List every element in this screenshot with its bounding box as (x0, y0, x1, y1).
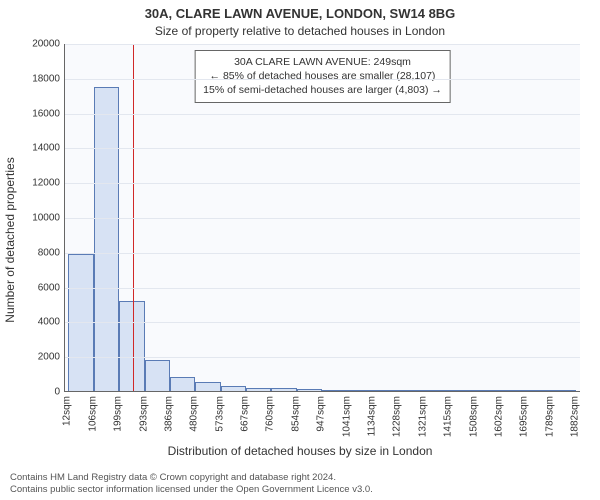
x-tick-label: 573sqm (214, 396, 225, 432)
x-tick-label: 760sqm (265, 396, 276, 432)
x-axis-label: Distribution of detached houses by size … (0, 444, 600, 458)
y-tick-label: 14000 (22, 143, 60, 154)
footer-text: Contains HM Land Registry data © Crown c… (10, 472, 373, 496)
chart-container: 30A, CLARE LAWN AVENUE, LONDON, SW14 8BG… (0, 0, 600, 500)
histogram-bar (348, 390, 373, 391)
y-axis-label: Number of detached properties (3, 157, 17, 322)
histogram-bar (221, 386, 247, 391)
y-tick-label: 6000 (22, 282, 60, 293)
y-tick-label: 20000 (22, 39, 60, 50)
histogram-bar (271, 388, 297, 391)
x-tick-label: 293sqm (138, 396, 149, 432)
histogram-bar (475, 390, 501, 391)
histogram-bar (94, 87, 119, 392)
x-tick-label: 1882sqm (570, 396, 581, 437)
x-tick-label: 106sqm (87, 396, 98, 432)
x-tick-label: 1508sqm (468, 396, 479, 437)
x-tick-label: 1321sqm (417, 396, 428, 437)
histogram-bar (500, 390, 525, 391)
x-tick-label: 1695sqm (519, 396, 530, 437)
histogram-bar (525, 390, 551, 391)
x-tick-label: 1789sqm (544, 396, 555, 437)
x-tick-label: 1602sqm (494, 396, 505, 437)
histogram-bar (322, 390, 348, 391)
x-tick-label: 667sqm (240, 396, 251, 432)
gridline (65, 148, 580, 149)
y-tick-label: 4000 (22, 317, 60, 328)
x-tick-label: 386sqm (163, 396, 174, 432)
gridline (65, 44, 580, 45)
page-subtitle: Size of property relative to detached ho… (0, 24, 600, 38)
annotation-line1: 30A CLARE LAWN AVENUE: 249sqm (203, 55, 442, 69)
footer-line2: Contains public sector information licen… (10, 484, 373, 496)
gridline (65, 322, 580, 323)
histogram-bar (398, 390, 423, 391)
gridline (65, 288, 580, 289)
plot-area: 30A CLARE LAWN AVENUE: 249sqm ← 85% of d… (64, 44, 580, 392)
gridline (65, 357, 580, 358)
histogram-bar (170, 377, 196, 391)
annotation-line3: 15% of semi-detached houses are larger (… (203, 83, 442, 97)
x-tick-label: 480sqm (189, 396, 200, 432)
page-title: 30A, CLARE LAWN AVENUE, LONDON, SW14 8BG (0, 6, 600, 21)
gridline (65, 114, 580, 115)
gridline (65, 253, 580, 254)
gridline (65, 183, 580, 184)
x-tick-label: 947sqm (316, 396, 327, 432)
x-tick-label: 1134sqm (366, 396, 377, 436)
y-tick-label: 12000 (22, 178, 60, 189)
histogram-bar (424, 390, 450, 391)
histogram-bar (297, 389, 322, 391)
y-tick-label: 2000 (22, 352, 60, 363)
histogram-bar (246, 388, 271, 391)
histogram-bar (373, 390, 399, 391)
footer-line1: Contains HM Land Registry data © Crown c… (10, 472, 373, 484)
y-tick-label: 16000 (22, 108, 60, 119)
y-tick-label: 8000 (22, 247, 60, 258)
y-tick-label: 0 (22, 387, 60, 398)
x-tick-label: 854sqm (290, 396, 301, 432)
gridline (65, 79, 580, 80)
x-tick-label: 1228sqm (392, 396, 403, 437)
annotation-box: 30A CLARE LAWN AVENUE: 249sqm ← 85% of d… (194, 50, 451, 103)
x-tick-label: 1041sqm (341, 396, 352, 437)
x-tick-label: 199sqm (113, 396, 124, 432)
x-tick-label: 1415sqm (443, 396, 454, 437)
histogram-bar (195, 382, 220, 391)
gridline (65, 218, 580, 219)
histogram-bar (449, 390, 474, 391)
histogram-bar (551, 390, 576, 391)
y-tick-label: 10000 (22, 213, 60, 224)
x-tick-label: 12sqm (62, 396, 73, 426)
histogram-bar (145, 360, 170, 391)
y-tick-label: 18000 (22, 73, 60, 84)
annotation-line2: ← 85% of detached houses are smaller (28… (203, 69, 442, 83)
